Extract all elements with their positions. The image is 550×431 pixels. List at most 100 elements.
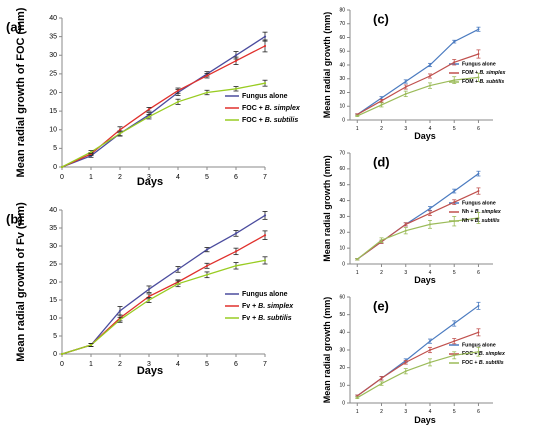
data-point: [380, 97, 383, 99]
x-tick-label: 6: [234, 361, 238, 368]
x-axis-title: Days: [137, 176, 163, 188]
legend-label: Nh + B. simplex: [462, 209, 502, 215]
data-point: [356, 114, 359, 117]
x-tick-label: 2: [380, 409, 383, 415]
y-tick-label: 20: [49, 279, 57, 286]
series-1: [60, 230, 268, 356]
data-point: [380, 103, 383, 106]
x-axis-title: Days: [414, 131, 436, 141]
series-line: [356, 351, 479, 399]
series-line: [356, 331, 479, 397]
y-tick-label: 10: [339, 245, 345, 251]
y-tick-label: 60: [339, 35, 345, 41]
chart-panel-d: (d) 0 10 20 30 40 50 60 70 1 2 3 4 5 6 Days Mean radial …: [322, 150, 502, 285]
x-tick-label: 5: [205, 174, 209, 181]
data-point: [380, 382, 383, 385]
data-point: [477, 53, 480, 55]
data-point: [89, 151, 93, 154]
x-tick-label: 2: [380, 126, 383, 132]
series-line: [357, 53, 479, 116]
y-tick-label: 30: [339, 214, 345, 220]
y-tick-label: 40: [339, 330, 345, 336]
data-point: [477, 350, 480, 353]
x-tick-label: 3: [147, 174, 151, 181]
data-point: [60, 165, 64, 169]
x-tick-label: 1: [356, 409, 359, 415]
legend-item: FOM + B. simplex: [449, 70, 507, 76]
y-tick-label: 70: [339, 21, 345, 27]
x-tick-label: 5: [453, 126, 456, 132]
data-point: [176, 268, 180, 271]
y-tick-label: 0: [53, 351, 57, 358]
legend-label: Fv + B. simplex: [242, 303, 294, 310]
y-tick-label: 40: [49, 207, 57, 214]
y-tick-label: 50: [339, 182, 345, 188]
series-line: [356, 217, 479, 260]
x-tick-label: 2: [118, 361, 122, 368]
x-axis-title: Days: [414, 275, 436, 285]
data-point: [380, 99, 383, 102]
data-point: [176, 282, 180, 285]
x-tick-label: 0: [60, 174, 64, 181]
data-point: [234, 59, 238, 62]
x-tick-label: 1: [89, 174, 93, 181]
data-point: [205, 91, 209, 94]
series-2: [355, 346, 481, 399]
x-tick-label: 3: [147, 361, 151, 368]
y-tick-label: 80: [339, 7, 345, 13]
data-point: [118, 318, 122, 321]
y-tick-label: 20: [339, 90, 345, 96]
data-point: [453, 190, 456, 193]
data-point: [477, 304, 480, 307]
data-point: [428, 212, 431, 215]
data-point: [234, 250, 238, 253]
legend-label: FOC + B. subtilis: [242, 117, 298, 124]
chart-panel-b: (b) 0 5 10 15 20 25 30 35 40 0 1 2 3 4 5 6 7 Days Mean radi…: [6, 202, 294, 377]
y-tick-label: 20: [339, 230, 345, 236]
data-point: [118, 132, 122, 135]
y-tick-label: 0: [53, 164, 57, 171]
y-tick-label: 40: [339, 62, 345, 68]
data-point: [234, 232, 238, 235]
y-axis-title: Mean radial growth (mm): [322, 155, 332, 262]
data-point: [477, 28, 480, 31]
x-tick-label: 3: [404, 126, 407, 132]
legend-label: FOM + B. simplex: [462, 70, 507, 76]
y-tick-label: 30: [49, 243, 57, 250]
legend-item: FOM + B. subtilis: [449, 79, 504, 85]
data-point: [453, 340, 456, 343]
data-point: [404, 86, 407, 88]
data-point: [176, 100, 180, 103]
data-point: [453, 201, 456, 204]
data-point: [477, 217, 480, 220]
x-axis-title: Days: [137, 365, 163, 377]
data-point: [428, 207, 431, 210]
y-tick-label: 30: [339, 76, 345, 82]
y-tick-label: 0: [342, 117, 345, 123]
data-point: [205, 74, 209, 77]
legend-item: FOC + B. subtilis: [449, 360, 504, 366]
data-point: [428, 64, 431, 66]
y-tick-label: 40: [339, 198, 345, 204]
data-point: [234, 87, 238, 90]
y-axis-title: Mean radial growth of FOC (mm): [15, 7, 27, 177]
legend-label: Fungus alone: [462, 342, 496, 348]
panel-label: (e): [373, 299, 389, 314]
data-point: [453, 354, 456, 357]
series-0: [60, 211, 268, 356]
data-point: [118, 128, 122, 131]
legend-label: Fungus alone: [242, 291, 288, 298]
y-tick-label: 50: [339, 312, 345, 318]
legend-label: FOC + B. subtilis: [462, 360, 504, 366]
data-point: [453, 79, 456, 82]
y-tick-label: 35: [49, 225, 57, 232]
series-1: [60, 39, 268, 169]
y-tick-label: 20: [339, 365, 345, 371]
x-tick-label: 4: [176, 361, 180, 368]
data-point: [428, 223, 431, 226]
data-point: [205, 248, 209, 251]
panel-label: (b): [6, 212, 23, 227]
chart-panel-e: (e) 0 10 20 30 40 50 60 1 2 3 4 5 6 Days Mean radial gr…: [322, 294, 506, 425]
data-point: [477, 76, 480, 79]
